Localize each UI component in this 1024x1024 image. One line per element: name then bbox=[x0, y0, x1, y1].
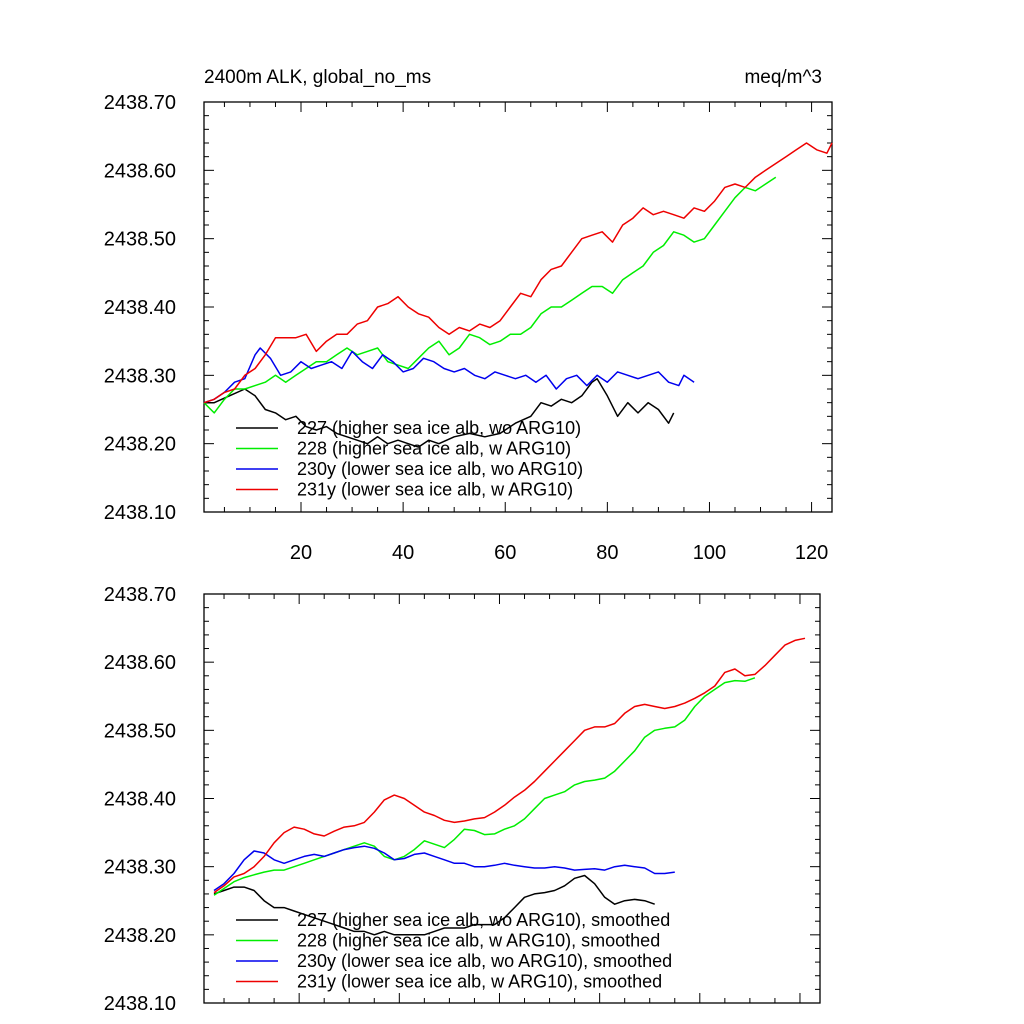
y-tick-label: 2438.70 bbox=[104, 92, 176, 114]
legend-label: 228 (higher sea ice alb, w ARG10), smoot… bbox=[297, 931, 660, 951]
y-tick-label: 2438.20 bbox=[104, 434, 176, 456]
series-line-2 bbox=[203, 176, 777, 414]
y-tick-label: 2438.10 bbox=[104, 993, 176, 1015]
x-tick-label: 120 bbox=[795, 542, 828, 564]
plot-panel-2: 2438.10 2438.20 2438.30 2438.40 2438.50 2438.… bbox=[104, 584, 821, 1015]
series-line-2 bbox=[213, 677, 756, 896]
y-tick-label: 2438.70 bbox=[104, 584, 176, 606]
x-tick-label: 60 bbox=[494, 542, 516, 564]
series-line-1 bbox=[204, 377, 675, 448]
legend: 227 (higher sea ice alb, wo ARG10), smoo… bbox=[236, 910, 672, 992]
y-tick-label: 2438.10 bbox=[104, 502, 176, 524]
legend-label: 231y (lower sea ice alb, w ARG10), smoot… bbox=[297, 972, 662, 992]
legend-label: 230y (lower sea ice alb, wo ARG10) bbox=[297, 459, 583, 479]
series-line-4 bbox=[203, 142, 833, 404]
y-tick-label: 2438.50 bbox=[104, 229, 176, 251]
y-tick-label: 2438.30 bbox=[104, 857, 176, 879]
series-line-1 bbox=[213, 874, 655, 936]
legend-label: 227 (higher sea ice alb, wo ARG10), smoo… bbox=[297, 910, 670, 930]
chart-units: meq/m^3 bbox=[744, 67, 822, 88]
legend-label: 228 (higher sea ice alb, w ARG10) bbox=[297, 439, 571, 459]
x-tick-label: 20 bbox=[290, 542, 312, 564]
y-tick-label: 2438.60 bbox=[104, 160, 176, 182]
series-line-4 bbox=[213, 637, 806, 894]
legend: 227 (higher sea ice alb, wo ARG10)228 (h… bbox=[236, 418, 583, 500]
x-tick-label: 40 bbox=[392, 542, 414, 564]
legend-label: 230y (lower sea ice alb, wo ARG10), smoo… bbox=[297, 951, 672, 971]
x-tick-label: 80 bbox=[596, 542, 618, 564]
series-line-3 bbox=[203, 347, 695, 404]
chart-title: 2400m ALK, global_no_ms bbox=[204, 67, 431, 88]
y-tick-label: 2438.40 bbox=[104, 297, 176, 319]
y-tick-label: 2438.60 bbox=[104, 652, 176, 674]
legend-label: 227 (higher sea ice alb, wo ARG10) bbox=[297, 418, 581, 438]
y-tick-label: 2438.50 bbox=[104, 720, 176, 742]
series-line-3 bbox=[213, 845, 675, 892]
legend-label: 231y (lower sea ice alb, w ARG10) bbox=[297, 480, 573, 500]
plot-panel-1: 2438.10 2438.20 2438.30 2438.40 2438.50 2438.… bbox=[104, 67, 833, 564]
x-tick-label: 100 bbox=[693, 542, 726, 564]
y-tick-label: 2438.40 bbox=[104, 789, 176, 811]
y-tick-label: 2438.20 bbox=[104, 925, 176, 947]
y-tick-label: 2438.30 bbox=[104, 365, 176, 387]
